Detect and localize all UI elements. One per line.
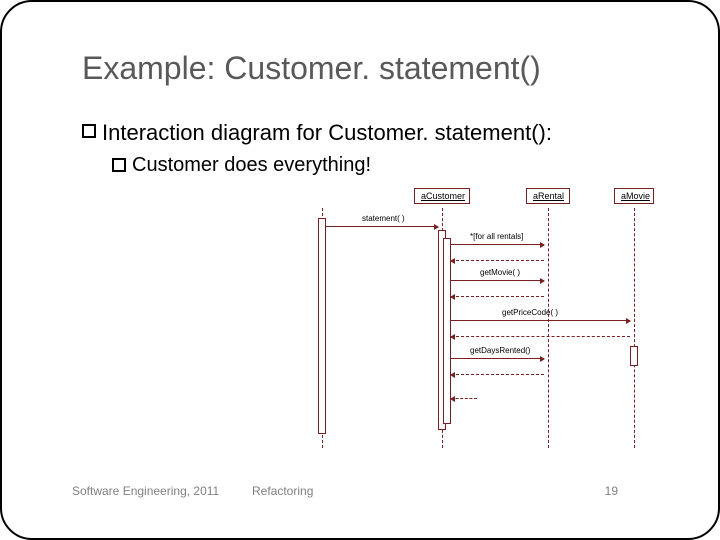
message-call-7 bbox=[451, 358, 544, 359]
message-call-0 bbox=[326, 226, 438, 227]
message-call-3 bbox=[451, 280, 544, 281]
bullet-1-text: Interaction diagram for Customer. statem… bbox=[102, 120, 552, 146]
footer-center: Refactoring bbox=[252, 484, 313, 498]
message-call-5 bbox=[451, 320, 630, 321]
message-label-3: getMovie( ) bbox=[480, 268, 520, 277]
message-label-5: getPriceCode( ) bbox=[502, 308, 558, 317]
lifeline-head-customer: aCustomer bbox=[414, 188, 470, 204]
square-bullet-icon bbox=[112, 158, 126, 172]
slide-title: Example: Customer. statement() bbox=[82, 50, 541, 87]
bullet-2: Customer does everything! bbox=[112, 154, 371, 177]
message-label-1: *[for all rentals] bbox=[470, 232, 523, 241]
bullet-1: Interaction diagram for Customer. statem… bbox=[82, 120, 552, 146]
slide-frame: Example: Customer. statement() Interacti… bbox=[0, 0, 720, 540]
bullet-2-text: Customer does everything! bbox=[132, 154, 371, 177]
lifeline-movie bbox=[634, 208, 635, 448]
sequence-diagram: aCustomer aRental aMovie statement( ) *[for … bbox=[322, 188, 682, 468]
lifeline-head-rental: aRental bbox=[526, 188, 570, 204]
message-label-7: getDaysRented() bbox=[470, 346, 530, 355]
footer-left: Software Engineering, 2011 bbox=[72, 484, 219, 498]
message-return-4 bbox=[451, 296, 544, 297]
activation-caller bbox=[318, 218, 326, 434]
message-return-6 bbox=[451, 336, 630, 337]
lifeline-rental bbox=[548, 208, 549, 448]
square-bullet-icon bbox=[82, 124, 96, 138]
message-return-2 bbox=[451, 260, 544, 261]
message-label-0: statement( ) bbox=[362, 214, 405, 223]
message-selfreturn-9 bbox=[451, 398, 477, 399]
footer-right: 19 bbox=[605, 484, 618, 498]
activation-movie bbox=[630, 346, 638, 366]
lifeline-head-movie: aMovie bbox=[614, 188, 654, 204]
message-call-1 bbox=[451, 244, 544, 245]
message-return-8 bbox=[451, 374, 544, 375]
